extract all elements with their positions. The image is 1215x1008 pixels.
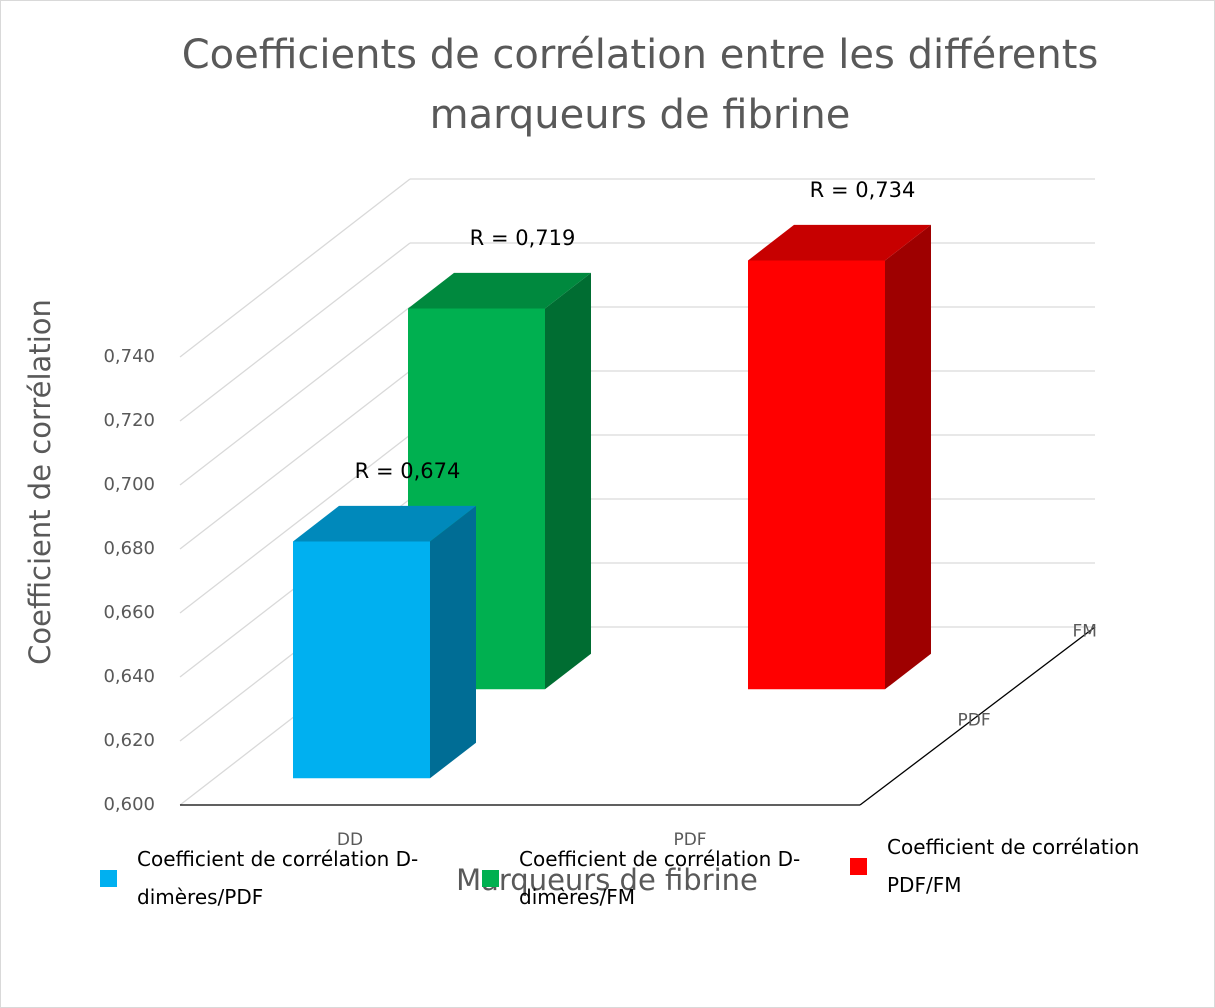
bar-side — [545, 272, 591, 690]
y-tick-label: 0,660 — [103, 602, 155, 623]
grid-line — [179, 370, 411, 550]
grid-line — [179, 178, 411, 358]
y-tick-label: 0,640 — [103, 666, 155, 687]
bar-top — [748, 224, 931, 261]
data-label: R = 0,674 — [355, 459, 461, 483]
legend-item: Coefficient de corrélation PDF/FM — [850, 828, 1197, 904]
x-tick-label: DD — [337, 830, 363, 850]
legend-swatch — [850, 857, 867, 875]
bar-side — [430, 505, 476, 779]
legend-item: Coefficient de corrélation D-dimères/PDF — [100, 840, 447, 916]
chart-title: Coefficients de corrélation entre les di… — [182, 32, 1099, 78]
y-tick-label: 0,720 — [103, 410, 155, 431]
depth-tick-label: PDF — [958, 711, 991, 731]
grid-line — [179, 242, 411, 422]
legend-label: Coefficient de corrélation PDF/FM — [887, 835, 1140, 897]
floor-edge — [859, 626, 1096, 806]
bar-top — [408, 272, 591, 309]
chart-title: marqueurs de fibrine — [430, 92, 851, 138]
y-axis-title: Coefficient de corrélation — [23, 299, 57, 665]
y-tick-label: 0,740 — [103, 346, 155, 367]
data-label: R = 0,734 — [810, 178, 916, 202]
data-label: R = 0,719 — [470, 226, 576, 250]
y-tick-label: 0,600 — [103, 794, 155, 815]
legend-swatch — [482, 869, 499, 887]
legend-swatch — [100, 869, 117, 887]
bar-top — [293, 505, 476, 542]
bar — [748, 260, 885, 690]
x-tick-label: PDF — [673, 830, 706, 850]
depth-tick-label: FM — [1073, 622, 1097, 642]
x-axis-title: Marqueurs de fibrine — [456, 863, 758, 897]
bar-side — [885, 224, 931, 690]
y-tick-label: 0,680 — [103, 538, 155, 559]
y-tick-label: 0,700 — [103, 474, 155, 495]
legend-label: Coefficient de corrélation D-dimères/PDF — [137, 847, 419, 909]
legend-item: Coefficient de corrélation D-dimères/FM — [482, 840, 829, 916]
grid-line — [179, 434, 411, 614]
grid-line — [179, 306, 411, 486]
y-tick-label: 0,620 — [103, 730, 155, 751]
bar — [293, 541, 430, 779]
legend-label: Coefficient de corrélation D-dimères/FM — [519, 847, 801, 909]
